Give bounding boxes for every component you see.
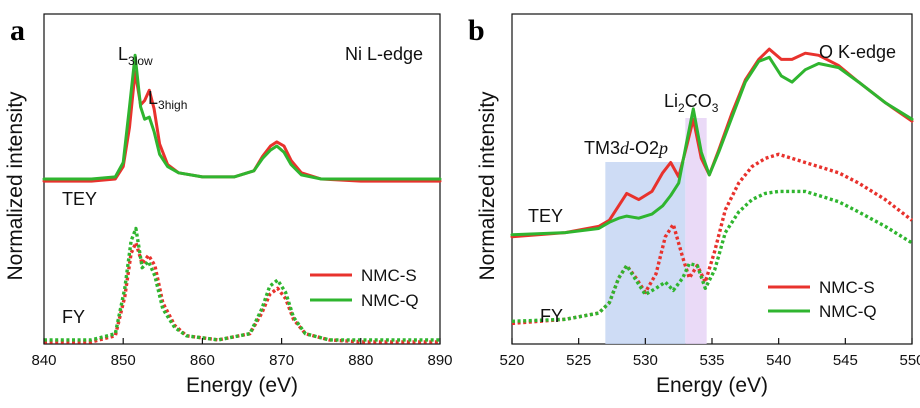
panel-b-x-tick-label-540: 540	[766, 352, 791, 369]
panel-a-title: Ni L-edge	[345, 44, 423, 64]
panel-b-group-fy: FY	[540, 306, 563, 326]
panel-b-title: O K-edge	[819, 42, 896, 62]
panel-a-y-axis-title: Normalized intensity	[4, 91, 27, 281]
panel-a-group-fy: FY	[62, 307, 85, 327]
panel-a-label: a	[10, 14, 25, 47]
panel-b-x-tick-label-535: 535	[699, 352, 724, 369]
panel-b-plot-frame	[511, 13, 913, 345]
panel-b-label: b	[468, 14, 485, 47]
panel-b-x-ticks: 520 525 530 535 540 545 550	[499, 338, 920, 369]
panel-b: 520525530535540545550 b O K-edge Li2CO3 …	[468, 13, 920, 397]
panel-a-x-tick-label-860: 860	[190, 352, 215, 369]
panel-b-y-axis-title: Normalized intensity	[476, 91, 499, 281]
panel-b-x-tick-label-550: 550	[899, 352, 920, 369]
panel-b-x-tick-label-525: 525	[566, 352, 591, 369]
panel-b-annotation-li2co3: Li2CO3	[664, 91, 719, 115]
panel-b-x-tick-label-520: 520	[499, 352, 524, 369]
panel-b-legend-nmc-s: NMC-S	[819, 278, 875, 297]
panel-b-annotation-tm3d-o2p: TM3d-O2p	[584, 138, 668, 158]
panel-a-series-nmc-q-tey	[42, 53, 442, 181]
panel-a-annotation-l3low: L3low	[118, 44, 153, 68]
panel-b-legend-nmc-q: NMC-Q	[819, 302, 877, 321]
panel-b-series-nmc-q-fy	[511, 189, 913, 323]
panel-a-x-tick-label-840: 840	[31, 352, 56, 369]
panel-a-legend-nmc-q: NMC-Q	[361, 291, 419, 310]
panel-b-x-tick-label-530: 530	[633, 352, 658, 369]
panel-a-series-nmc-q-fy	[44, 226, 440, 342]
panel-b-series-group	[510, 47, 914, 326]
panel-a-x-tick-label-870: 870	[269, 352, 294, 369]
panel-b-x-axis-title: Energy (eV)	[656, 374, 768, 397]
panel-a-x-tick-label-880: 880	[348, 352, 373, 369]
panel-a: 840 850 860 870 880 890 a Ni L-edge L3low L3h…	[4, 13, 453, 397]
panel-b-series-nmc-q-tey	[510, 55, 914, 237]
panel-b-legend: NMC-S NMC-Q	[768, 278, 877, 321]
panel-a-legend-nmc-s: NMC-S	[361, 266, 417, 285]
panel-b-region-li2co3	[685, 118, 707, 344]
panel-b-group-tey: TEY	[528, 206, 563, 226]
panel-a-x-tick-label-890: 890	[427, 352, 452, 369]
panel-b-x-tick-label-545: 545	[833, 352, 858, 369]
panel-a-series-group	[42, 53, 442, 344]
panel-a-legend: NMC-S NMC-Q	[310, 266, 419, 310]
panel-a-annotation-l3high: L3high	[148, 88, 187, 112]
panel-a-group-tey: TEY	[62, 189, 97, 209]
panel-a-x-ticks: 840 850 860 870 880 890	[31, 338, 453, 369]
panel-a-x-tick-label-850: 850	[111, 352, 136, 369]
panel-a-x-axis-title: Energy (eV)	[186, 374, 298, 397]
